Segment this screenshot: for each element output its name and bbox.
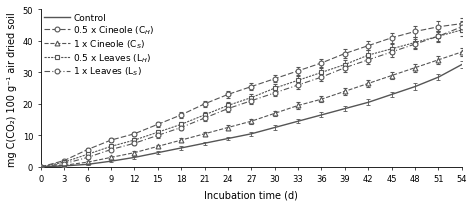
Y-axis label: mg C(CO₂) 100 g⁻¹ air dried soil: mg C(CO₂) 100 g⁻¹ air dried soil [7, 12, 17, 166]
X-axis label: Incubation time (d): Incubation time (d) [204, 189, 298, 199]
Legend: Control, 0.5 x Cineole (C$_H$), 1 x Cineole (C$_S$), 0.5 x Leaves (L$_H$), 1 x L: Control, 0.5 x Cineole (C$_H$), 1 x Cine… [44, 13, 155, 79]
